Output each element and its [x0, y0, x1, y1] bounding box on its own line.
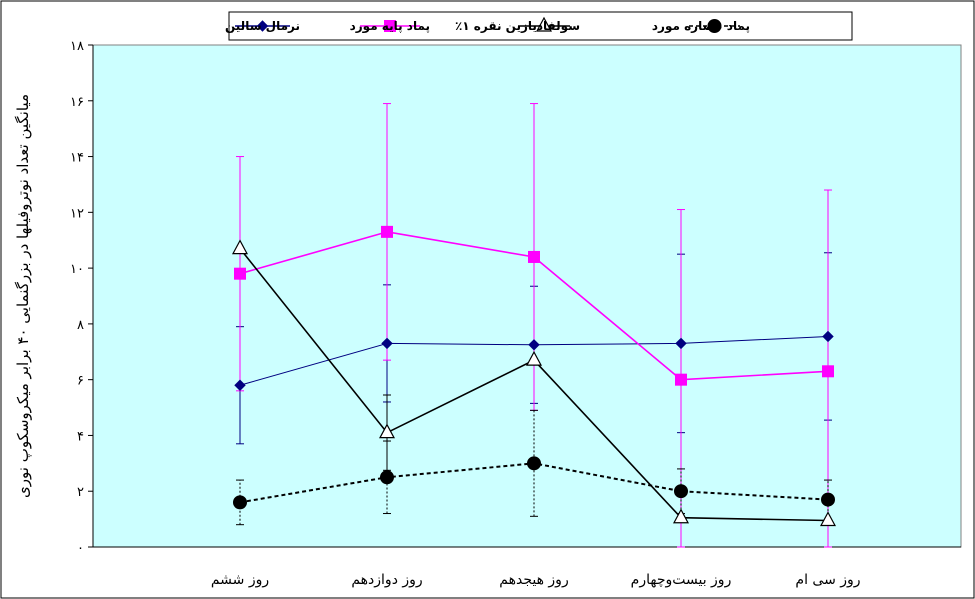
legend-label: پماد پایه مورد	[350, 19, 430, 34]
data-point-square	[528, 250, 540, 263]
x-category-label: روز دوازدهم	[351, 572, 422, 588]
y-tick-label: ۸	[77, 318, 84, 333]
y-tick-label: ۱۲	[70, 206, 84, 221]
data-point-circle	[674, 484, 688, 499]
data-point-square	[822, 365, 834, 378]
data-point-diamond	[822, 330, 834, 343]
y-tick-label: ۱۰	[70, 262, 84, 277]
data-point-triangle	[525, 350, 543, 366]
legend: نرمال سالین پماد پایه مورد سولفادیازین نقر…	[225, 11, 853, 41]
legend-label: نرمال سالین	[225, 19, 300, 33]
data-point-diamond	[675, 337, 687, 350]
data-point-triangle	[819, 511, 837, 527]
y-tick-label: ۰	[77, 541, 84, 556]
data-point-square	[381, 225, 393, 238]
data-point-triangle	[672, 508, 690, 524]
data-point-circle	[233, 495, 247, 510]
y-tick-label: ۱۴	[70, 151, 84, 166]
x-category-label: روز بیست‌وچهارم	[631, 572, 732, 588]
y-axis-label: میانگین تعداد نوتروفیلها در بزرگنمایی ۴۰…	[14, 94, 32, 498]
x-category-label: روز هیجدهم	[499, 572, 568, 588]
legend-label: سولفادیازین نقره ۱٪	[455, 19, 580, 34]
data-point-diamond	[234, 379, 246, 391]
data-point-diamond	[528, 339, 540, 351]
data-point-square	[384, 20, 396, 32]
y-tick-label: ۱۶	[70, 95, 84, 110]
data-point-triangle	[535, 16, 553, 32]
data-point-diamond	[256, 20, 269, 32]
data-point-diamond	[381, 337, 393, 350]
y-tick-label: ۴	[77, 429, 84, 444]
x-axis-ticks: روز ششم روز دوازدهم روز هیجدهم روز بیست‌وچه…	[211, 572, 861, 588]
y-tick-label: ۱۸	[70, 39, 84, 54]
data-point-square	[234, 267, 246, 280]
data-point-triangle	[378, 423, 396, 439]
y-tick-label: ۲	[77, 485, 84, 500]
x-category-label: روز سی ام	[795, 572, 860, 588]
x-category-label: روز ششم	[211, 572, 269, 588]
data-point-triangle	[231, 239, 249, 255]
data-point-square	[675, 373, 687, 386]
data-point-circle	[707, 19, 722, 33]
data-point-circle	[527, 456, 541, 471]
legend-label: پماد عصاره مورد	[652, 19, 750, 34]
plot-area	[92, 44, 962, 548]
y-tick-label: ۶	[77, 374, 84, 389]
data-point-circle	[380, 470, 394, 485]
series-markers	[231, 225, 837, 527]
data-point-circle	[821, 492, 835, 507]
y-axis-ticks: ۰ ۲ ۴ ۶ ۸ ۱۰ ۱۲ ۱۴ ۱۶ ۱۸	[70, 39, 93, 556]
